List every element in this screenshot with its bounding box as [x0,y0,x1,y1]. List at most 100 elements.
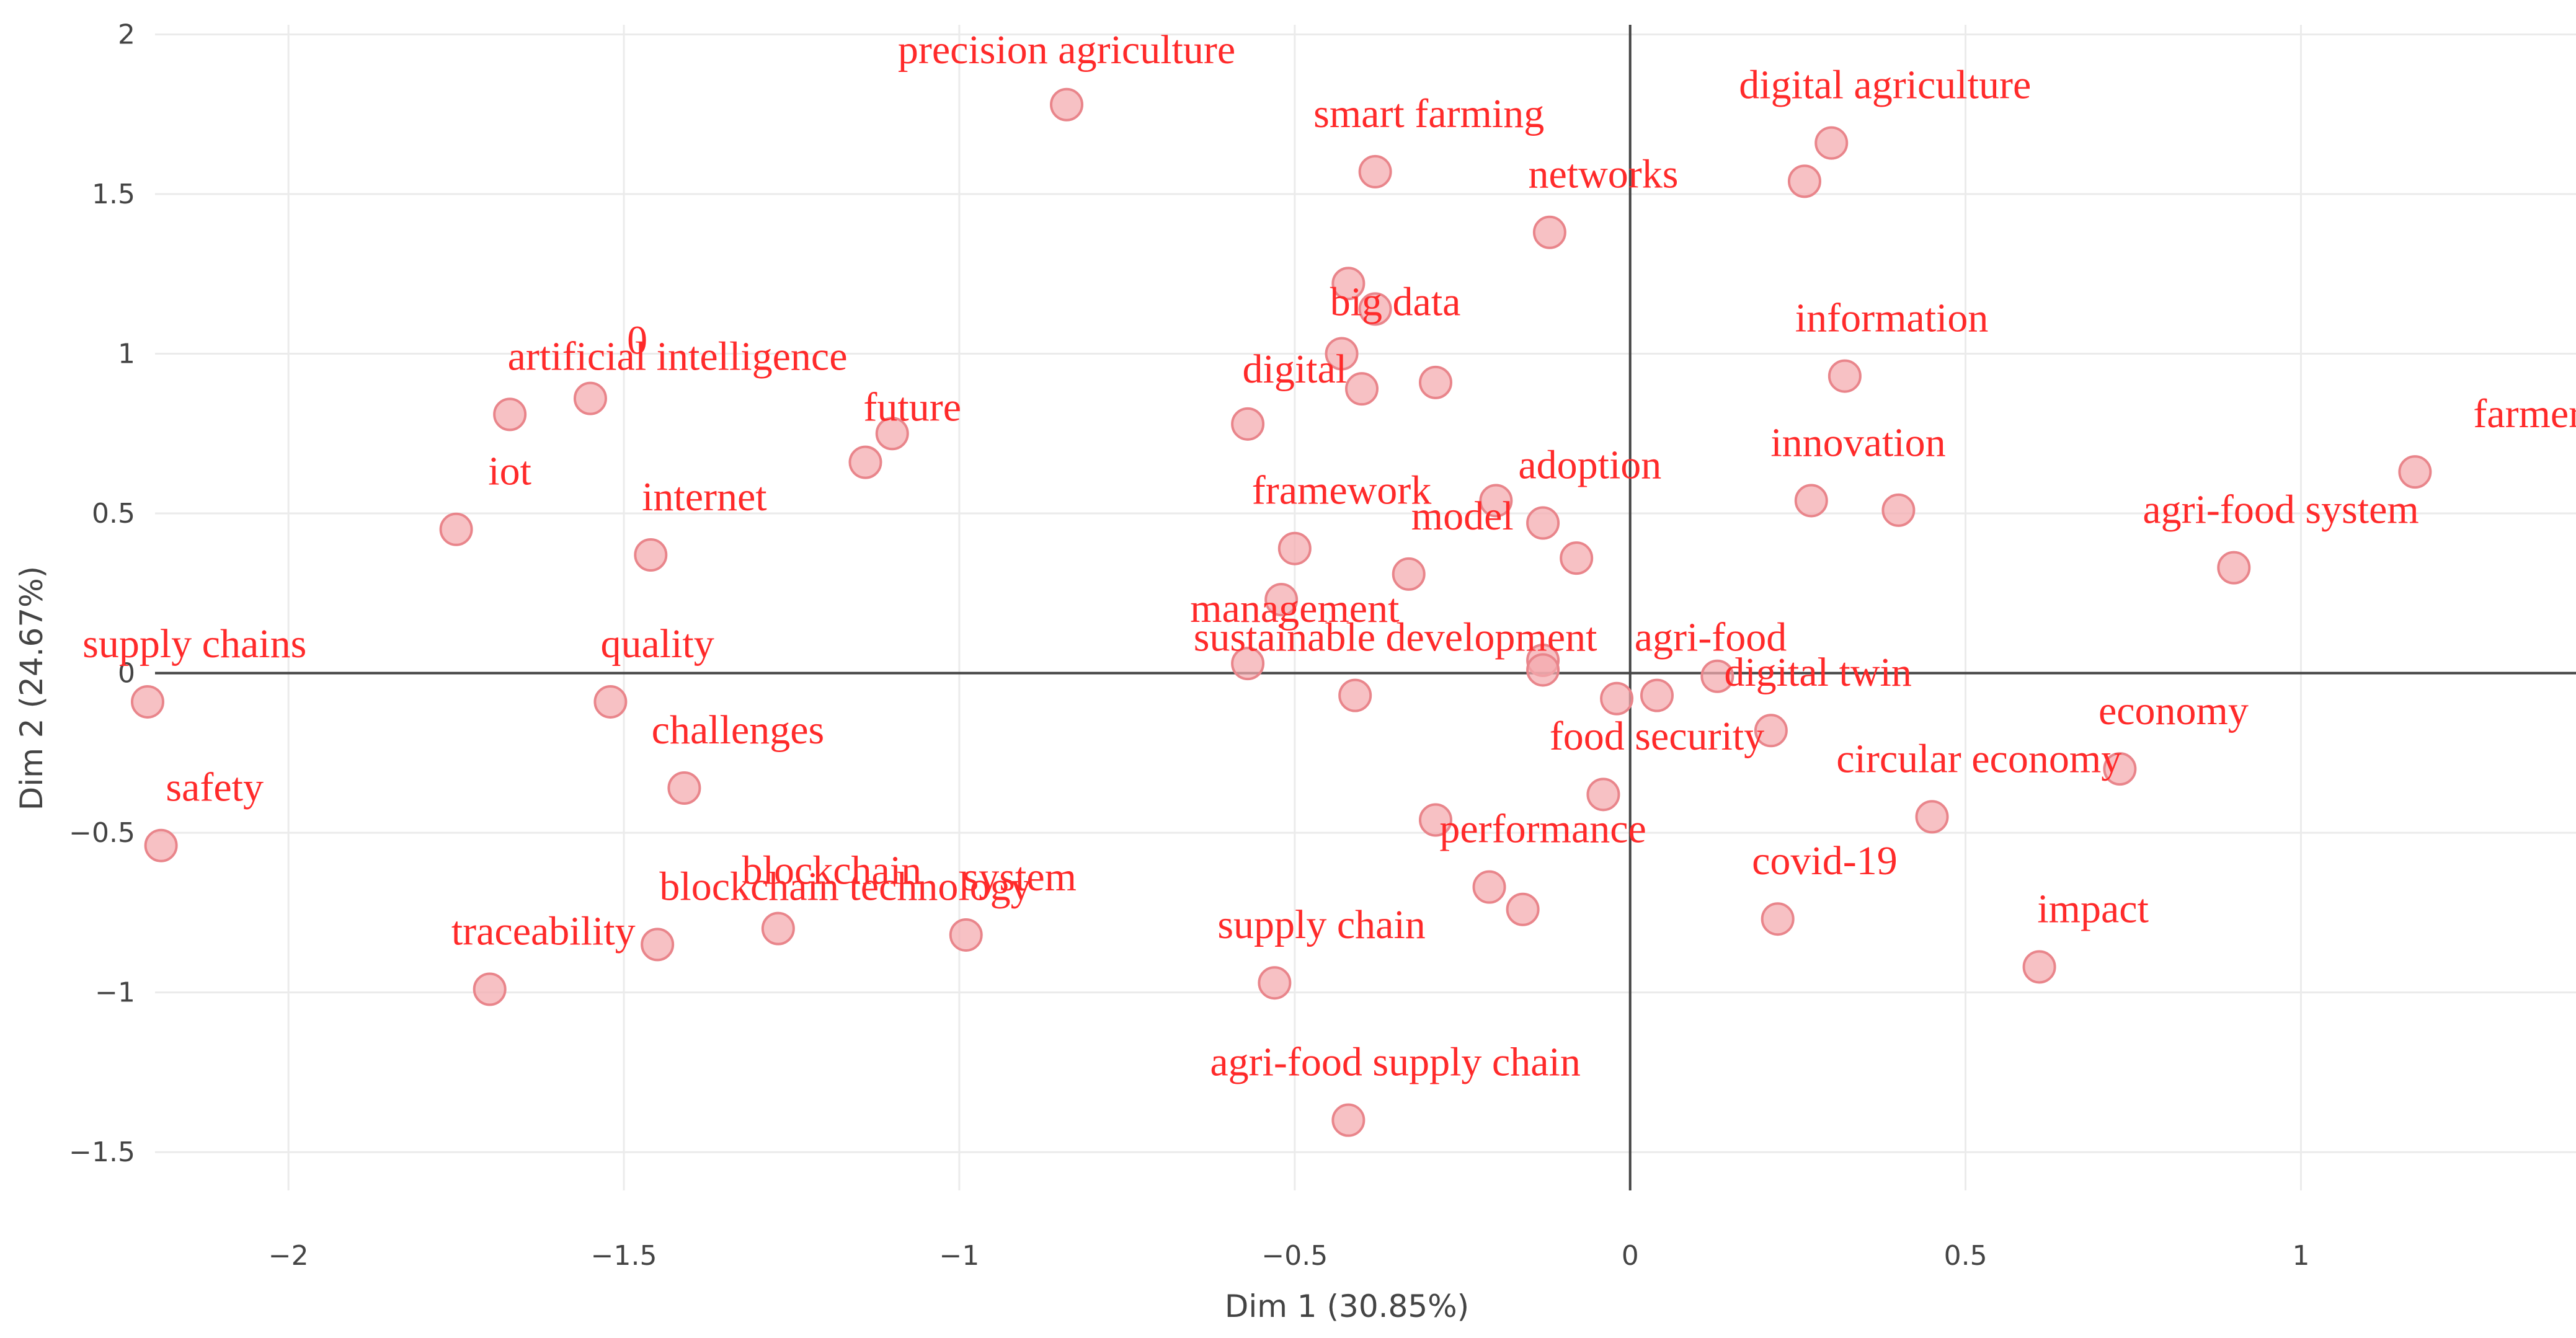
data-point [1600,681,1634,716]
data-point [667,771,701,805]
point-label: challenges [652,707,825,753]
tick-labels: −2 −1.5 −1 −0.5 0 0.5 1 −1.5 −1 −0.5 0 0.5 1 1.5 2 [69,19,2309,1272]
data-point [1231,407,1265,441]
point-label: management [1190,586,1399,631]
point-label: performance [1439,807,1646,852]
data-point [1828,359,1862,393]
data-point [144,828,178,862]
data-point [1258,966,1292,1000]
point-label: economy [2099,688,2249,733]
data-point [473,972,507,1006]
point-label: precision agriculture [898,27,1235,73]
data-point [1526,506,1560,540]
data-point [1472,870,1506,904]
point-label: digital agriculture [1739,62,2031,107]
data-point [1277,531,1312,565]
point-label: smart farming [1313,91,1544,136]
point-label: framework [1252,468,1432,513]
data-point [1418,365,1452,399]
data-point [761,911,795,946]
data-point [1794,484,1828,518]
y-tick-label: −1 [95,977,135,1009]
point-label: impact [2037,886,2149,931]
data-point [634,538,668,572]
point-label: future [863,385,961,430]
data-point [573,381,607,415]
point-labels: precision agriculture smart farming digita… [82,27,2576,1085]
x-axis-title: Dim 1 (30.85%) [1225,1288,1469,1324]
data-point [1418,803,1452,837]
y-tick-label: 1.5 [92,179,135,210]
data-point [1700,659,1734,693]
point-label: circular economy [1836,736,2121,781]
point-label: big data [1330,280,1461,325]
data-point [1814,126,1849,160]
x-tick-label: 1 [2292,1240,2309,1272]
x-tick-label: −0.5 [1261,1240,1328,1272]
data-point [1915,800,1949,834]
point-label: safety [166,765,264,810]
point-label: agri-food supply chain [1210,1040,1581,1085]
y-tick-label: 1 [118,339,135,370]
data-point [1560,541,1594,575]
data-point [439,512,473,546]
x-tick-label: −2 [269,1240,309,1272]
data-point [1344,372,1379,406]
data-point [1761,902,1795,936]
x-tick-label: 0 [1622,1240,1639,1272]
data-point [1586,778,1620,812]
point-label: food security [1550,714,1764,759]
x-tick-label: −1 [939,1240,979,1272]
data-point [641,928,675,962]
point-label: adoption [1518,442,1661,487]
point-label: blockchain technology [659,864,1031,909]
y-tick-label: 0 [118,658,135,689]
data-point [1231,647,1265,681]
point-label: quality [600,621,714,667]
data-point [875,417,909,451]
point-label: artificial intelligence [508,334,848,379]
point-label: internet [642,474,767,520]
point-label: innovation [1770,420,1945,465]
data-point [1640,678,1674,712]
point-label: sustainable development [1194,615,1597,660]
data-point [1392,557,1426,591]
data-point [130,685,164,719]
point-label: 0 [627,318,647,363]
point-label: supply chain [1217,902,1425,947]
data-point [2398,455,2432,489]
data-point [1358,154,1392,188]
point-label: digital [1242,347,1347,392]
data-point [2022,950,2056,984]
data-point [1754,714,1788,748]
point-label: iot [488,449,531,494]
data-point [1506,892,1540,926]
y-tick-label: 2 [118,19,135,50]
y-tick-label: −0.5 [69,817,135,849]
x-tick-label: −1.5 [591,1240,657,1272]
point-label: supply chains [82,621,306,667]
data-point [1526,653,1560,687]
point-label: farmers [2473,391,2576,436]
zero-lines [155,25,2576,1190]
data-point [1264,583,1299,617]
data-point [2217,551,2251,585]
data-point [493,397,527,432]
point-label: traceability [451,908,636,954]
y-tick-label: 0.5 [92,498,135,529]
data-point [1881,493,1916,527]
point-label: agri-food [1635,615,1787,660]
data-point [1479,484,1513,518]
point-label: model [1411,494,1514,539]
point-label: information [1795,295,1989,340]
point-label: blockchain [742,848,922,893]
y-tick-label: −1.5 [69,1136,135,1168]
grid-lines [155,25,2576,1190]
data-point [848,445,882,479]
y-axis-title: Dim 2 (24.67%) [14,566,50,810]
data-point [593,685,628,719]
data-point [1050,87,1084,122]
data-point [1331,1103,1366,1137]
point-label: system [963,854,1077,900]
